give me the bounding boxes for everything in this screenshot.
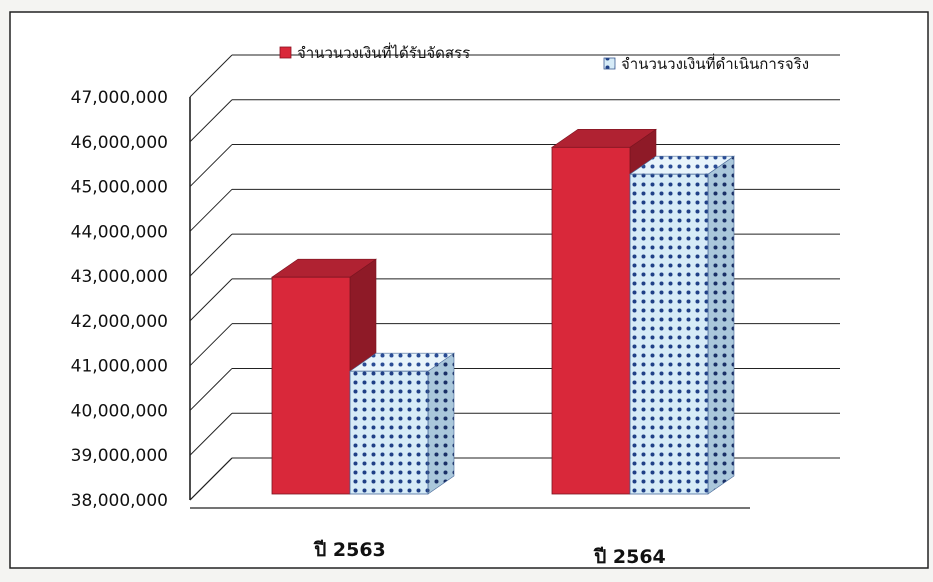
x-tick-label: ปี 2564: [593, 546, 665, 568]
legend: จำนวนวงเงินที่ได้รับจัดสรร จำนวนวงเงินที…: [279, 42, 809, 73]
gridline-depth: [189, 323, 233, 367]
bar-side-face: [427, 352, 455, 495]
x-tick-label: ปี 2563: [313, 539, 385, 561]
y-tick-label: 42,000,000: [71, 312, 168, 332]
y-tick-label: 45,000,000: [71, 178, 168, 198]
gridline-depth: [189, 278, 233, 322]
legend-label-series-1: จำนวนวงเงินที่ได้รับจัดสรร: [297, 42, 470, 62]
y-axis-tick-labels: 38,000,000 39,000,000 40,000,000 41,000,000…: [71, 88, 168, 511]
gridline-depth: [189, 144, 233, 187]
y-tick-label: 44,000,000: [71, 222, 168, 242]
bar-front-face: [551, 146, 631, 495]
gridline-depth: [189, 188, 233, 232]
bar-front-face: [349, 370, 429, 495]
legend-swatch-series-1: [279, 46, 292, 59]
gridline-depth: [189, 54, 233, 98]
y-tick-label: 39,000,000: [71, 446, 168, 466]
bars: [271, 128, 735, 495]
x-axis-tick-labels: ปี 2563 ปี 2564: [313, 539, 665, 568]
y-tick-label: 47,000,000: [71, 88, 168, 108]
gridline-depth: [189, 368, 233, 411]
y-tick-label: 38,000,000: [71, 491, 168, 511]
gridline-depth: [189, 99, 233, 143]
y-tick-label: 43,000,000: [71, 267, 168, 287]
bar-side-face: [707, 155, 735, 495]
bar-2-2: [629, 155, 735, 495]
bar-2-1: [349, 352, 455, 495]
legend-swatch-series-2: [603, 57, 616, 70]
gridline-depth: [189, 233, 233, 277]
gridline-depth: [189, 412, 233, 456]
gridline-depth: [189, 457, 233, 501]
y-tick-label: 41,000,000: [71, 357, 168, 377]
bar-front-face: [629, 173, 709, 495]
legend-label-series-2: จำนวนวงเงินที่ดำเนินการจริง: [621, 53, 809, 73]
bar-front-face: [271, 276, 351, 495]
y-tick-label: 46,000,000: [71, 133, 168, 153]
y-tick-label: 40,000,000: [71, 401, 168, 421]
